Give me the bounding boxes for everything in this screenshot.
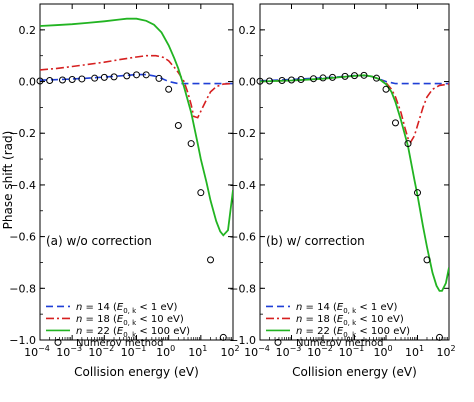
x-tick-label: 10−4 — [24, 344, 50, 359]
y-tick-label: 0.2 — [19, 24, 37, 37]
legend-label: Numerov method — [296, 338, 383, 349]
y-tick-label: −1.0 — [229, 334, 256, 347]
x-axis-label: Collision energy (eV) — [74, 365, 199, 379]
series-line-n14 — [40, 73, 233, 85]
y-tick-label: 0.2 — [239, 24, 257, 37]
numerov-point — [351, 72, 358, 80]
numerov-point — [319, 74, 327, 82]
numerov-point — [142, 71, 150, 79]
x-tick-label: 102 — [436, 344, 455, 359]
numerov-point — [174, 121, 182, 129]
numerov-point — [423, 256, 431, 264]
y-tick-label: −0.2 — [229, 127, 256, 140]
numerov-point — [219, 333, 227, 341]
numerov-point — [391, 119, 399, 127]
numerov-point — [123, 72, 131, 80]
numerov-point — [110, 73, 118, 81]
x-tick-label: 10−1 — [121, 344, 147, 359]
numerov-point — [288, 76, 295, 84]
numerov-point — [360, 71, 368, 79]
legend-label: n = 18 (E0, k < 10 eV) — [296, 314, 404, 327]
y-tick-label: −0.6 — [9, 231, 36, 244]
y-tick-label: 0.0 — [19, 76, 37, 89]
numerov-point — [100, 73, 108, 81]
x-tick-label: 10−3 — [56, 344, 82, 359]
legend-label: n = 18 (E0, k < 10 eV) — [76, 314, 184, 327]
numerov-point — [328, 73, 336, 81]
numerov-point — [278, 77, 286, 85]
y-tick-label: −0.2 — [9, 127, 36, 140]
panel-label: (a) w/o correction — [46, 234, 152, 248]
legend-label: n = 22 (E0, k < 100 eV) — [296, 326, 410, 339]
numerov-point — [36, 77, 44, 85]
plot-area — [40, 17, 233, 237]
numerov-point — [414, 189, 421, 197]
x-tick-label: 10−4 — [244, 344, 270, 359]
legend-marker — [274, 338, 282, 346]
x-tick-label: 10−2 — [88, 344, 114, 359]
x-tick-label: 10−3 — [276, 344, 302, 359]
x-tick-label: 101 — [405, 344, 424, 359]
x-tick-label: 102 — [220, 344, 239, 359]
x-tick-label: 10−1 — [339, 344, 365, 359]
legend-label: Numerov method — [76, 338, 163, 349]
series-line-n18 — [40, 54, 233, 119]
y-tick-label: −0.6 — [229, 231, 256, 244]
numerov-point — [382, 85, 390, 93]
numerov-point — [155, 74, 163, 82]
numerov-point — [265, 77, 273, 85]
y-tick-label: −0.8 — [9, 282, 36, 295]
numerov-point — [197, 189, 205, 197]
panel-b: 0.2 0.0 −0.2 −0.4 −0.6 −0.8 −1.010−4 10−3 10−2 10… — [229, 3, 456, 379]
y-tick-label: −1.0 — [9, 334, 36, 347]
x-tick-label: 10−2 — [307, 344, 333, 359]
numerov-point — [91, 74, 99, 82]
y-axis-label: Phase shift (rad) — [1, 131, 15, 230]
series-line-n22 — [260, 74, 449, 292]
series-line-n14 — [260, 74, 449, 85]
numerov-point — [187, 140, 195, 148]
numerov-point — [207, 256, 215, 264]
y-tick-label: −0.4 — [229, 179, 256, 192]
numerov-point — [310, 75, 318, 83]
legend-label: n = 14 (E0, k < 1 eV) — [76, 302, 177, 315]
y-tick-label: −0.8 — [229, 282, 256, 295]
plot-frame — [259, 3, 450, 341]
numerov-point — [165, 85, 173, 93]
legend-label: n = 22 (E0, k < 100 eV) — [76, 326, 190, 339]
y-tick-label: 0.0 — [239, 76, 257, 89]
numerov-point — [297, 75, 305, 83]
series-line-n18 — [260, 74, 449, 144]
numerov-point — [58, 76, 66, 84]
legend-marker — [54, 338, 62, 346]
x-tick-label: 100 — [373, 344, 392, 359]
numerov-point — [436, 333, 444, 341]
numerov-point — [341, 72, 349, 80]
x-axis-label: Collision energy (eV) — [292, 365, 417, 379]
numerov-point — [256, 77, 264, 85]
numerov-point — [404, 140, 412, 148]
plot-area — [260, 74, 449, 292]
numerov-point — [373, 74, 381, 82]
numerov-point — [78, 75, 86, 83]
panel-label: (b) w/ correction — [266, 234, 365, 248]
numerov-point — [133, 71, 140, 79]
numerov-point — [46, 77, 54, 85]
x-tick-label: 101 — [188, 344, 207, 359]
x-tick-label: 100 — [156, 344, 175, 359]
numerov-point — [68, 75, 76, 83]
panel-a: 0.2 0.0 −0.2 −0.4 −0.6 −0.8 −1.010−4 10−3 10−2 10… — [9, 3, 240, 379]
series-line-n22 — [40, 17, 233, 237]
legend-label: n = 14 (E0, k < 1 eV) — [296, 302, 397, 315]
y-tick-label: −0.4 — [9, 179, 36, 192]
